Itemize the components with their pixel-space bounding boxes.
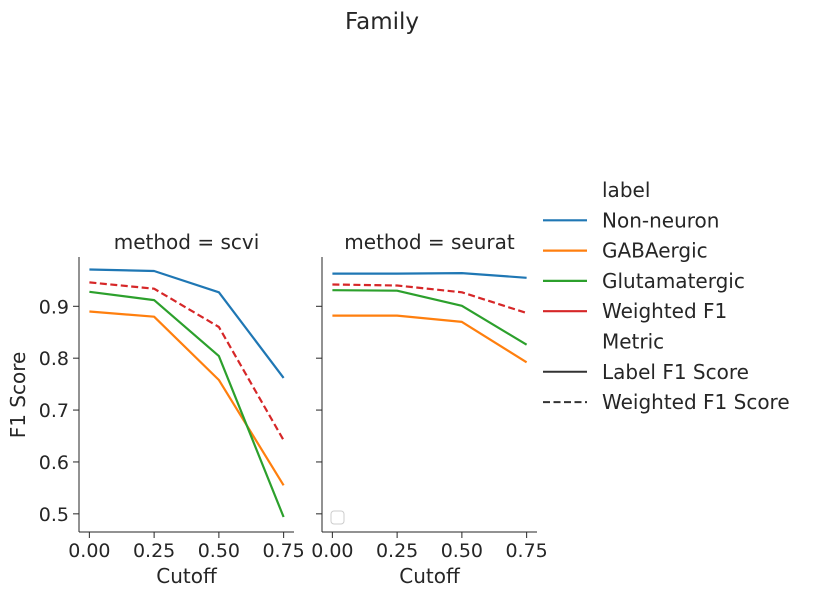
y-tick-label: 0.9 <box>39 296 69 318</box>
y-axis-label: F1 Score <box>6 352 30 439</box>
x-tick-label: 0.75 <box>505 540 547 562</box>
empty-legend-box <box>330 510 345 525</box>
series-line-non-neuron <box>332 272 527 279</box>
x-axis-label: Cutoff <box>399 564 461 588</box>
legend-title-metric: Metric <box>602 330 664 354</box>
x-tick-label: 0.50 <box>441 540 483 562</box>
y-tick-label: 0.6 <box>39 452 69 474</box>
x-tick-label: 0.25 <box>376 540 418 562</box>
series-line-weighted-f1 <box>89 281 285 441</box>
panel-title: method = scvi <box>114 230 260 254</box>
y-tick-label: 0.8 <box>39 348 69 370</box>
series-line-gabaergic <box>89 310 285 486</box>
legend-entry: Glutamatergic <box>602 269 745 293</box>
x-tick-label: 0.00 <box>311 540 353 562</box>
x-axis-label: Cutoff <box>156 564 218 588</box>
series-line-weighted-f1 <box>332 283 527 315</box>
legend-title-label: label <box>602 178 650 202</box>
x-tick-label: 0.75 <box>262 540 304 562</box>
legend: label Non-neuron GABAergic Glutamatergic Wei… <box>543 178 790 414</box>
y-tick-label: 0.5 <box>39 504 69 526</box>
series-line-non-neuron <box>89 268 285 379</box>
y-tick-label: 0.7 <box>39 400 69 422</box>
series-line-glutamatergic <box>332 289 528 346</box>
panels: method = scvi 0.5 0.6 0.7 0.8 0.9 0.00 0.25 0.50… <box>39 230 548 588</box>
legend-entry: Label F1 Score <box>602 360 749 384</box>
series-line-glutamatergic <box>89 290 285 518</box>
panel-2: method = seurat 0.00 0.25 0.50 0.75 Cutoff <box>311 230 548 588</box>
legend-entry: Non-neuron <box>602 208 719 232</box>
x-tick-label: 0.00 <box>68 540 110 562</box>
legend-entry: GABAergic <box>602 239 708 263</box>
chart-title: Family <box>345 9 419 35</box>
x-tick-label: 0.25 <box>133 540 175 562</box>
panel-title: method = seurat <box>344 230 515 254</box>
panel-1: method = scvi 0.5 0.6 0.7 0.8 0.9 0.00 0.25 0.50… <box>39 230 305 588</box>
legend-entry: Weighted F1 Score <box>602 390 790 414</box>
x-tick-label: 0.50 <box>198 540 240 562</box>
legend-entry: Weighted F1 <box>602 299 727 323</box>
series-line-gabaergic <box>332 314 528 364</box>
